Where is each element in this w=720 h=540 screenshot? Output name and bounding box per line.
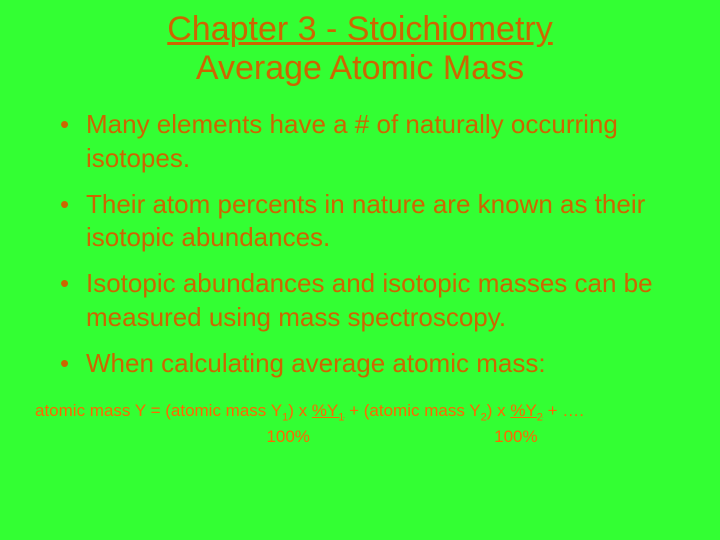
bullet-list: Many elements have a # of naturally occu… [30,108,690,381]
title-block: Chapter 3 - Stoichiometry Average Atomic… [30,10,690,88]
bullet-item: Many elements have a # of naturally occu… [60,108,690,176]
formula-pct-2: %Y2 [510,401,543,420]
subtitle: Average Atomic Mass [30,49,690,88]
bullet-item: Their atom percents in nature are known … [60,188,690,256]
formula-mid-2: ) x [487,401,511,420]
formula-line-1: atomic mass Y = (atomic mass Y1) x %Y1 +… [35,399,690,426]
bullet-item: When calculating average atomic mass: [60,347,690,381]
formula-plus-1: + (atomic mass Y [344,401,480,420]
formula-denom-2: 100% [494,427,537,446]
slide-container: Chapter 3 - Stoichiometry Average Atomic… [0,0,720,540]
chapter-title: Chapter 3 - Stoichiometry [30,10,690,49]
formula-line-2: 100% 100% [35,425,690,449]
formula-mid-1: ) x [288,401,312,420]
formula-prefix: atomic mass Y = (atomic mass Y [35,401,282,420]
formula-pct-1: %Y1 [312,401,345,420]
bullet-item: Isotopic abundances and isotopic masses … [60,267,690,335]
formula-denom-1: 100% [266,427,309,446]
formula-plus-2: + …. [543,401,584,420]
formula-block: atomic mass Y = (atomic mass Y1) x %Y1 +… [30,399,690,450]
